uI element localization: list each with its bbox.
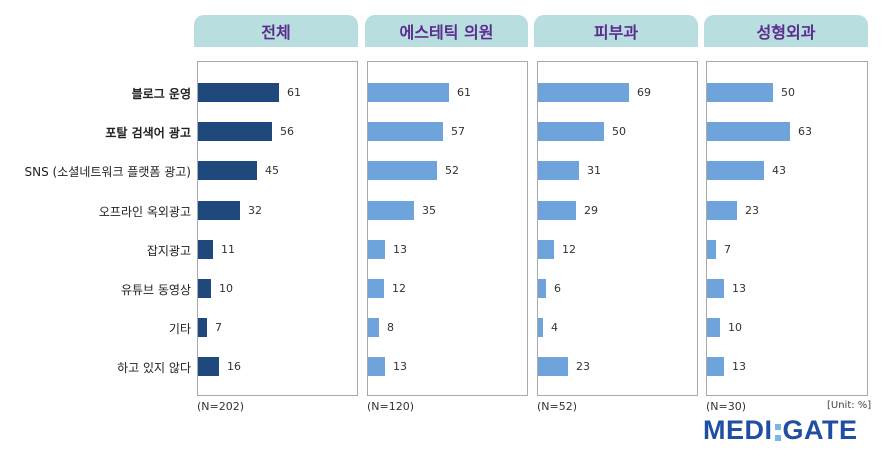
logo-text-right: GATE [782,415,858,445]
value-label-series0-5: 10 [219,282,233,295]
panel-frame-0 [197,61,358,396]
bar-series0-5 [198,279,211,298]
value-label-series2-4: 12 [562,243,576,256]
bar-series2-4 [538,240,554,259]
category-label-3: 오프라인 옥외광고 [98,205,191,219]
value-label-series1-0: 61 [457,86,471,99]
logo-text-left: MEDI [703,415,773,445]
bar-series1-7 [368,357,385,376]
unit-note: [Unit: %] [827,400,872,411]
panel-frame-2 [537,61,698,396]
value-label-series0-3: 32 [248,204,262,217]
value-label-series2-0: 69 [637,86,651,99]
value-label-series1-3: 35 [422,204,436,217]
bar-series0-7 [198,357,219,376]
bar-series3-5 [707,279,724,298]
panel-header-0: 전체 [194,15,358,47]
bar-series3-6 [707,318,720,337]
value-label-series2-7: 23 [576,360,590,373]
bar-series1-2 [368,161,437,180]
value-label-series1-1: 57 [451,125,465,138]
bar-series2-5 [538,279,546,298]
value-label-series1-4: 13 [393,243,407,256]
bar-series0-0 [198,83,279,102]
category-label-2: SNS (소셜네트워크 플랫폼 광고) [24,165,191,179]
bar-series0-3 [198,201,240,220]
bar-series0-4 [198,240,213,259]
value-label-series0-0: 61 [287,86,301,99]
panel-frame-3 [706,61,868,396]
category-label-7: 하고 있지 않다 [117,361,191,375]
bar-series2-6 [538,318,543,337]
value-label-series3-5: 13 [732,282,746,295]
bar-series1-3 [368,201,414,220]
category-label-0: 블로그 운영 [131,87,191,101]
bar-series0-6 [198,318,207,337]
bar-series2-7 [538,357,568,376]
bar-series2-3 [538,201,576,220]
bar-series2-1 [538,122,604,141]
value-label-series1-5: 12 [392,282,406,295]
category-label-5: 유튜브 동영상 [120,283,191,297]
sample-size-2: (N=52) [537,400,578,413]
bar-series0-2 [198,161,257,180]
value-label-series3-0: 50 [781,86,795,99]
sample-size-1: (N=120) [367,400,415,413]
value-label-series2-1: 50 [612,125,626,138]
category-label-6: 기타 [168,322,191,336]
logo-colon-icon [773,421,783,443]
bar-series3-2 [707,161,764,180]
category-label-1: 포탈 검색어 광고 [105,126,191,140]
panel-header-3: 성형외과 [704,15,868,47]
value-label-series0-7: 16 [227,360,241,373]
bar-series3-7 [707,357,724,376]
bar-series1-6 [368,318,379,337]
medigate-logo: MEDI GATE [703,415,858,446]
bar-series3-1 [707,122,790,141]
category-label-4: 잡지광고 [146,244,191,258]
value-label-series2-6: 4 [551,321,558,334]
bar-series3-0 [707,83,773,102]
value-label-series1-2: 52 [445,164,459,177]
bar-series2-2 [538,161,579,180]
bar-series1-1 [368,122,443,141]
value-label-series0-6: 7 [215,321,222,334]
value-label-series1-6: 8 [387,321,394,334]
value-label-series3-4: 7 [724,243,731,256]
bar-series1-5 [368,279,384,298]
value-label-series3-6: 10 [728,321,742,334]
value-label-series0-1: 56 [280,125,294,138]
value-label-series3-1: 63 [798,125,812,138]
bar-series1-4 [368,240,385,259]
bar-series1-0 [368,83,449,102]
bar-series0-1 [198,122,272,141]
sample-size-0: (N=202) [197,400,245,413]
panel-header-2: 피부과 [534,15,698,47]
value-label-series2-5: 6 [554,282,561,295]
value-label-series2-2: 31 [587,164,601,177]
value-label-series0-4: 11 [221,243,235,256]
bar-series3-4 [707,240,716,259]
bar-series3-3 [707,201,737,220]
value-label-series3-2: 43 [772,164,786,177]
value-label-series0-2: 45 [265,164,279,177]
panel-frame-1 [367,61,528,396]
value-label-series1-7: 13 [393,360,407,373]
bar-series2-0 [538,83,629,102]
value-label-series3-7: 13 [732,360,746,373]
sample-size-3: (N=30) [706,400,747,413]
panel-header-1: 에스테틱 의원 [365,15,528,47]
value-label-series3-3: 23 [745,204,759,217]
value-label-series2-3: 29 [584,204,598,217]
